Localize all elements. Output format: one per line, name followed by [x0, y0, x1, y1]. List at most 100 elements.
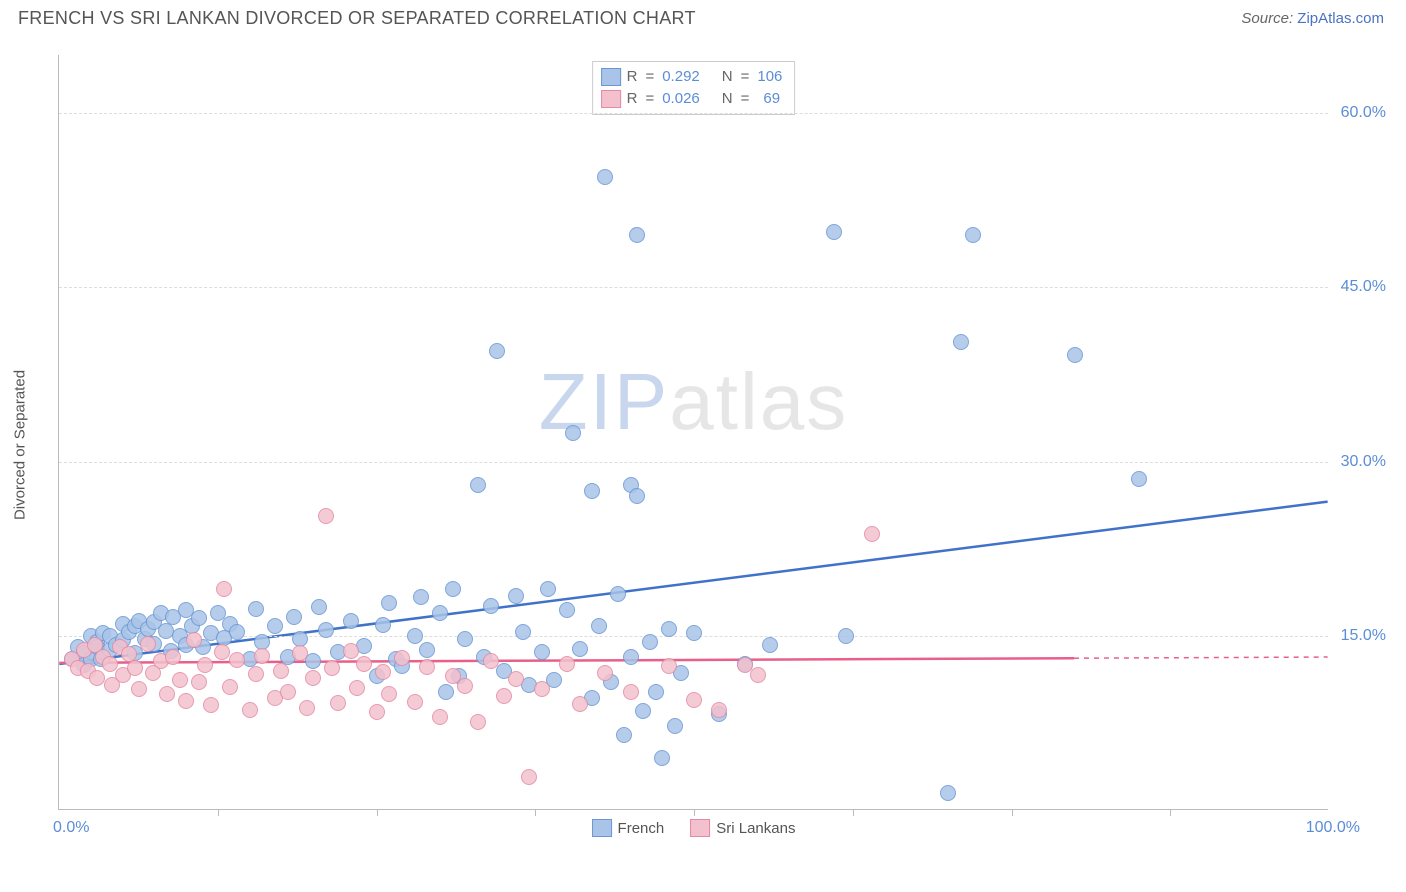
legend-series: French Sri Lankans	[592, 819, 796, 837]
data-point-french	[642, 634, 658, 650]
data-point-sri-lankans	[324, 660, 340, 676]
x-tick	[853, 809, 854, 816]
data-point-sri-lankans	[165, 649, 181, 665]
data-point-sri-lankans	[394, 650, 410, 666]
data-point-french	[267, 618, 283, 634]
data-point-sri-lankans	[750, 667, 766, 683]
data-point-french	[686, 625, 702, 641]
y-tick-label: 45.0%	[1336, 278, 1386, 296]
data-point-french	[629, 488, 645, 504]
data-point-french	[515, 624, 531, 640]
data-point-french	[762, 637, 778, 653]
data-point-sri-lankans	[508, 671, 524, 687]
data-point-french	[610, 586, 626, 602]
data-point-french	[648, 684, 664, 700]
data-point-french	[1131, 471, 1147, 487]
data-point-sri-lankans	[318, 508, 334, 524]
data-point-french	[470, 477, 486, 493]
data-point-sri-lankans	[127, 660, 143, 676]
data-point-sri-lankans	[172, 672, 188, 688]
data-point-french	[375, 617, 391, 633]
data-point-sri-lankans	[534, 681, 550, 697]
data-point-sri-lankans	[356, 656, 372, 672]
data-point-french	[489, 343, 505, 359]
data-point-sri-lankans	[273, 663, 289, 679]
data-point-sri-lankans	[159, 686, 175, 702]
data-point-french	[381, 595, 397, 611]
source-link[interactable]: ZipAtlas.com	[1297, 10, 1384, 27]
swatch-srilankans-b	[690, 819, 710, 837]
data-point-french	[229, 624, 245, 640]
y-tick-label: 15.0%	[1336, 627, 1386, 645]
swatch-french	[601, 68, 621, 86]
legend-stats-row-0: R = 0.292 N = 106	[601, 66, 783, 88]
data-point-french	[483, 598, 499, 614]
data-point-french	[248, 601, 264, 617]
watermark: ZIPatlas	[539, 356, 848, 448]
chart-title: FRENCH VS SRI LANKAN DIVORCED OR SEPARAT…	[18, 8, 696, 29]
data-point-sri-lankans	[214, 644, 230, 660]
data-point-sri-lankans	[330, 695, 346, 711]
data-point-sri-lankans	[178, 693, 194, 709]
x-tick	[535, 809, 536, 816]
data-point-sri-lankans	[191, 674, 207, 690]
x-tick	[1170, 809, 1171, 816]
data-point-sri-lankans	[197, 657, 213, 673]
data-point-french	[667, 718, 683, 734]
gridline	[59, 462, 1328, 463]
data-point-sri-lankans	[292, 645, 308, 661]
data-point-french	[318, 622, 334, 638]
data-point-french	[508, 588, 524, 604]
plot-area: ZIPatlas R = 0.292 N = 106 R = 0.026 N =	[58, 55, 1328, 810]
data-point-french	[1067, 347, 1083, 363]
data-point-sri-lankans	[661, 658, 677, 674]
data-point-sri-lankans	[572, 696, 588, 712]
data-point-french	[654, 750, 670, 766]
data-point-french	[953, 334, 969, 350]
data-point-french	[635, 703, 651, 719]
gridline	[59, 113, 1328, 114]
data-point-french	[565, 425, 581, 441]
data-point-french	[584, 483, 600, 499]
data-point-sri-lankans	[864, 526, 880, 542]
data-point-sri-lankans	[521, 769, 537, 785]
data-point-sri-lankans	[186, 632, 202, 648]
legend-stats-row-1: R = 0.026 N = 69	[601, 88, 783, 110]
data-point-sri-lankans	[369, 704, 385, 720]
y-tick-label: 60.0%	[1336, 104, 1386, 122]
y-tick-label: 30.0%	[1336, 453, 1386, 471]
data-point-french	[286, 609, 302, 625]
data-point-french	[540, 581, 556, 597]
data-point-french	[407, 628, 423, 644]
data-point-sri-lankans	[229, 652, 245, 668]
data-point-sri-lankans	[623, 684, 639, 700]
data-point-french	[534, 644, 550, 660]
data-point-french	[616, 727, 632, 743]
x-min-label: 0.0%	[53, 819, 89, 837]
data-point-french	[438, 684, 454, 700]
y-axis-label: Divorced or Separated	[12, 370, 29, 520]
data-point-sri-lankans	[216, 581, 232, 597]
data-point-french	[572, 641, 588, 657]
legend-item-french: French	[592, 819, 665, 837]
data-point-sri-lankans	[711, 702, 727, 718]
data-point-sri-lankans	[381, 686, 397, 702]
data-point-sri-lankans	[131, 681, 147, 697]
data-point-french	[311, 599, 327, 615]
data-point-french	[419, 642, 435, 658]
data-point-sri-lankans	[248, 666, 264, 682]
source-credit: Source: ZipAtlas.com	[1241, 10, 1384, 27]
legend-stats: R = 0.292 N = 106 R = 0.026 N = 69	[592, 61, 796, 115]
data-point-sri-lankans	[457, 678, 473, 694]
data-point-french	[591, 618, 607, 634]
data-point-french	[432, 605, 448, 621]
gridline	[59, 287, 1328, 288]
data-point-sri-lankans	[299, 700, 315, 716]
chart-container: Divorced or Separated ZIPatlas R = 0.292…	[50, 55, 1390, 835]
data-point-french	[661, 621, 677, 637]
data-point-sri-lankans	[470, 714, 486, 730]
data-point-french	[940, 785, 956, 801]
data-point-sri-lankans	[242, 702, 258, 718]
swatch-srilankans	[601, 90, 621, 108]
data-point-french	[965, 227, 981, 243]
